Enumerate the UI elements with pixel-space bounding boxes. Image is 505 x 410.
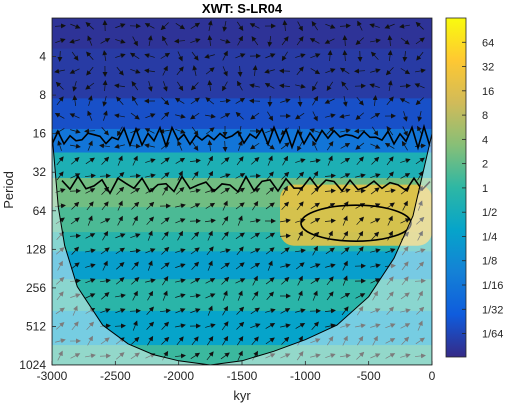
colorbar-tick-label: 4	[482, 134, 488, 146]
colorbar-gradient	[446, 18, 466, 357]
x-tick-label: -2500	[100, 369, 131, 383]
chart-title: XWT: S-LR04	[202, 1, 283, 16]
power-band	[52, 18, 432, 49]
y-tick-label: 8	[39, 88, 46, 102]
x-tick-label: 0	[429, 369, 436, 383]
y-tick-label: 512	[26, 319, 46, 333]
x-tick-label: -1500	[227, 369, 258, 383]
y-tick-label: 32	[33, 165, 47, 179]
power-band	[52, 251, 432, 279]
y-tick-label: 64	[33, 204, 47, 218]
colorbar-tick-label: 1	[482, 183, 488, 195]
colorbar-ticks: 64 32 16 8 4 2 1 1/2 1/4 1/8 1/16 1/32 1/64	[462, 37, 503, 340]
colorbar-tick-label: 64	[482, 37, 494, 49]
y-tick-label: 1024	[19, 358, 46, 372]
colorbar-tick-label: 1/4	[482, 231, 497, 243]
colorbar-tick-label: 16	[482, 86, 494, 98]
colorbar: 64 32 16 8 4 2 1 1/2 1/4 1/8 1/16 1/32 1/64	[446, 18, 503, 357]
y-tick-label: 4	[39, 50, 46, 64]
colorbar-tick-label: 1/8	[482, 256, 497, 268]
colorbar-tick-label: 8	[482, 110, 488, 122]
y-tick-label: 128	[26, 242, 46, 256]
plot-area	[52, 18, 432, 366]
colorbar-tick-label: 1/64	[482, 329, 503, 341]
x-tick-label: -2000	[163, 369, 194, 383]
colorbar-tick-label: 1/16	[482, 280, 503, 292]
colorbar-tick-label: 2	[482, 159, 488, 171]
x-tick-label: -1000	[290, 369, 321, 383]
y-axis: 4 8 16 32 64 128 256 512 1024	[19, 50, 56, 372]
y-axis-label: Period	[1, 171, 16, 209]
y-tick-label: 256	[26, 281, 46, 295]
x-tick-label: -500	[357, 369, 381, 383]
x-axis-label: kyr	[233, 388, 251, 403]
y-tick-label: 16	[33, 127, 47, 141]
colorbar-tick-label: 1/2	[482, 207, 497, 219]
colorbar-tick-label: 1/32	[482, 304, 503, 316]
colorbar-tick-label: 32	[482, 62, 494, 74]
